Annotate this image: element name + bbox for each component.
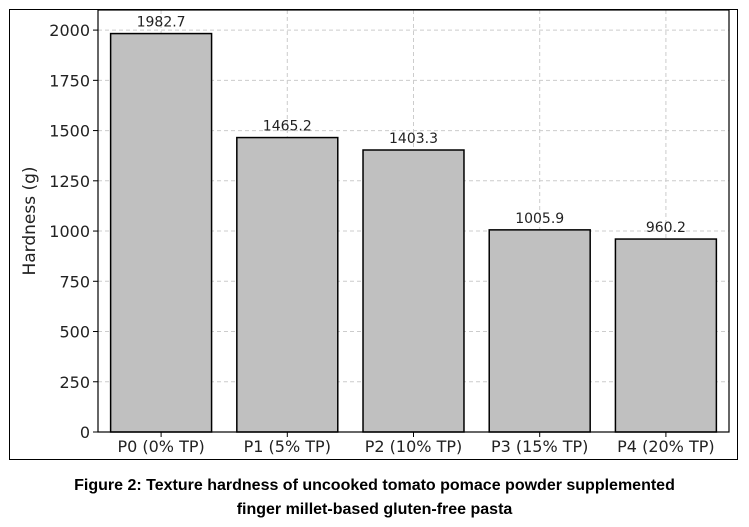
bar-value-label: 1982.7 [137,15,186,31]
bar-value-label: 960.2 [646,220,686,236]
bar [488,229,591,433]
x-tick-label: P0 (0% TP) [117,437,204,456]
y-tick-label: 1000 [49,222,90,241]
y-tick-label: 1500 [49,122,90,141]
y-tick-label: 1750 [49,71,90,90]
y-tick-label: 1250 [49,172,90,191]
y-tick-label: 250 [59,373,90,392]
y-tick-label: 750 [59,272,90,291]
caption-line-1: Figure 2: Texture hardness of uncooked t… [74,477,675,494]
x-tick-label: P1 (5% TP) [244,437,331,456]
x-tick-label: P3 (15% TP) [491,437,588,456]
y-tick-label: 500 [59,323,90,342]
bar-value-label: 1403.3 [389,131,438,147]
bar [614,238,718,433]
x-tick-label: P4 (20% TP) [617,437,714,456]
y-tick-label: 2000 [49,21,90,40]
axes: 0 250 500 750 1000 1250 1500 1750 2000 P0 (0% TP)… [49,9,730,456]
bars [109,32,718,433]
bar [236,136,339,433]
plot-area-border [97,9,730,433]
y-axis-label: Hardness (g) [20,166,40,275]
figure-caption: Figure 2: Texture hardness of uncooked t… [0,474,749,522]
bar [362,149,465,433]
y-tick-label: 0 [80,423,90,442]
bar-value-label: 1465.2 [263,119,312,135]
x-tick-label: P2 (10% TP) [365,437,462,456]
data-labels: 1982.7 1465.2 1403.3 1005.9 960.2 [137,15,686,236]
caption-line-2: finger millet-based gluten-free pasta [236,501,513,518]
bar-chart: 0 250 500 750 1000 1250 1500 1750 2000 P0 (0% TP)… [20,9,730,456]
bar [109,32,213,433]
bar-value-label: 1005.9 [515,211,564,227]
